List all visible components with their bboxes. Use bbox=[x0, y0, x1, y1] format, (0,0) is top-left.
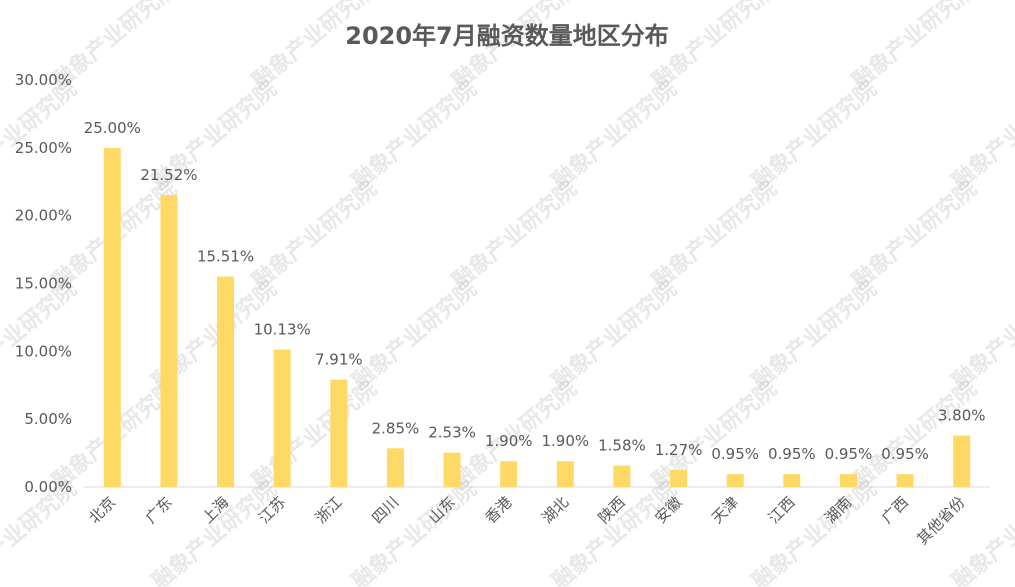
x-tick-label: 广东 bbox=[142, 493, 176, 527]
data-label: 3.80% bbox=[938, 406, 986, 424]
data-label: 0.95% bbox=[881, 445, 929, 463]
data-label: 10.13% bbox=[254, 321, 311, 339]
watermark-text: 融象产业研究院 bbox=[547, 276, 682, 395]
watermark-text: 融象产业研究院 bbox=[747, 476, 882, 587]
y-tick-label: 0.00% bbox=[24, 478, 72, 496]
watermark-text: 融象产业研究院 bbox=[0, 276, 82, 395]
watermark-text: 融象产业研究院 bbox=[347, 476, 482, 587]
data-label: 1.58% bbox=[598, 437, 646, 455]
x-tick-label: 江西 bbox=[765, 493, 799, 527]
y-tick-label: 15.00% bbox=[15, 275, 72, 293]
y-tick-label: 5.00% bbox=[24, 410, 72, 428]
bar bbox=[896, 474, 914, 487]
x-tick-label: 其他省份 bbox=[913, 493, 968, 548]
bar bbox=[160, 195, 178, 487]
y-axis: 0.00% 5.00% 10.00% 15.00% 20.00% 25.00% 30.00% bbox=[15, 71, 72, 496]
y-tick-label: 20.00% bbox=[15, 207, 72, 225]
value-labels-group: 25.00% 21.52% 15.51% 10.13%7.91% 2.85% 2.53% 1… bbox=[84, 119, 986, 463]
bar bbox=[217, 276, 235, 487]
data-label: 2.53% bbox=[428, 424, 476, 442]
data-label: 21.52% bbox=[140, 166, 197, 184]
data-label: 7.91% bbox=[315, 351, 363, 369]
chart-title: 2020年7月融资数量地区分布 bbox=[345, 22, 669, 50]
x-tick-label: 湖北 bbox=[538, 493, 572, 527]
data-label: 0.95% bbox=[825, 445, 873, 463]
watermark-text: 融象产业研究院 bbox=[747, 276, 882, 395]
data-label: 15.51% bbox=[197, 248, 254, 266]
y-tick-label: 30.00% bbox=[15, 71, 72, 89]
watermark-text: 融象产业研究院 bbox=[547, 76, 682, 195]
watermark-text: 融象产业研究院 bbox=[647, 176, 782, 295]
watermark-text: 融象产业研究院 bbox=[147, 476, 282, 587]
bars-group bbox=[103, 147, 971, 488]
watermark-text: 融象产业研究院 bbox=[547, 476, 682, 587]
x-tick-label: 四川 bbox=[368, 493, 402, 527]
watermark-text: 融象产业研究院 bbox=[947, 76, 1015, 195]
watermark-text: 融象产业研究院 bbox=[647, 376, 782, 495]
x-tick-label: 北京 bbox=[85, 493, 119, 527]
watermark-text: 融象产业研究院 bbox=[347, 76, 482, 195]
data-label: 0.95% bbox=[768, 445, 816, 463]
watermark-text: 融象产业研究院 bbox=[447, 176, 582, 295]
data-label: 0.95% bbox=[711, 445, 759, 463]
y-tick-label: 10.00% bbox=[15, 342, 72, 360]
data-label: 1.27% bbox=[655, 441, 703, 459]
watermark-text: 融象产业研究院 bbox=[947, 276, 1015, 395]
bar bbox=[500, 461, 518, 487]
watermark-text: 融象产业研究院 bbox=[347, 276, 482, 395]
bar bbox=[839, 474, 857, 487]
bar bbox=[613, 465, 631, 487]
data-label: 1.90% bbox=[541, 432, 589, 450]
watermark-text: 融象产业研究院 bbox=[247, 176, 382, 295]
bar bbox=[443, 452, 461, 487]
watermark-text: 融象产业研究院 bbox=[0, 76, 82, 195]
watermark-text: 融象产业研究院 bbox=[747, 76, 882, 195]
x-tick-label: 天津 bbox=[708, 493, 742, 527]
x-tick-label: 浙江 bbox=[312, 493, 346, 527]
bar bbox=[953, 435, 971, 487]
bar bbox=[273, 349, 291, 487]
data-label: 1.90% bbox=[485, 432, 533, 450]
bar bbox=[386, 448, 404, 487]
bar bbox=[670, 469, 688, 487]
x-tick-label: 广西 bbox=[878, 493, 912, 527]
data-label: 25.00% bbox=[84, 119, 141, 137]
x-tick-label: 香港 bbox=[482, 493, 516, 527]
watermark-text: 融象产业研究院 bbox=[247, 376, 382, 495]
data-label: 2.85% bbox=[372, 419, 420, 437]
bar bbox=[556, 461, 574, 487]
y-tick-label: 25.00% bbox=[15, 139, 72, 157]
bar bbox=[783, 474, 801, 487]
watermark-text: 融象产业研究院 bbox=[847, 176, 982, 295]
watermark-text: 融象产业研究院 bbox=[947, 476, 1015, 587]
bar bbox=[330, 379, 348, 487]
bar bbox=[103, 147, 121, 488]
bar bbox=[726, 474, 744, 487]
